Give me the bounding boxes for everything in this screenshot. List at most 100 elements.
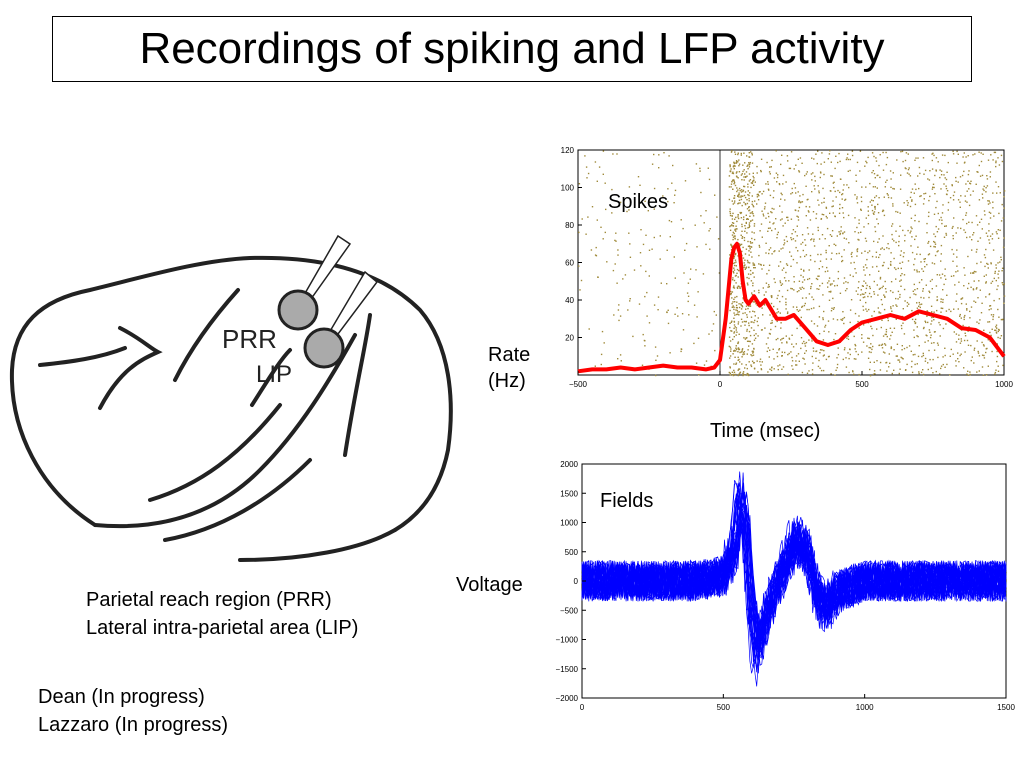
spike-dot — [791, 343, 793, 345]
spike-dot — [898, 235, 900, 237]
spike-dot — [864, 237, 867, 240]
spike-dot — [995, 264, 997, 266]
spike-dot — [1000, 259, 1002, 261]
spike-dot — [957, 199, 960, 201]
spike-dot — [732, 179, 734, 181]
y-tick-label: −2000 — [556, 694, 579, 703]
spike-dot — [658, 167, 660, 169]
spike-dot — [843, 216, 845, 219]
spike-dot — [605, 208, 607, 211]
spike-dot — [876, 187, 878, 189]
spike-dot — [990, 334, 992, 337]
spike-dot — [760, 158, 763, 160]
spike-dot — [882, 209, 885, 212]
spike-dot — [838, 231, 840, 233]
spike-dot — [738, 192, 740, 194]
spike-dot — [887, 194, 889, 196]
spike-dot — [737, 202, 740, 204]
spike-dot — [970, 306, 973, 308]
spike-dot — [964, 335, 967, 337]
spike-dot — [731, 234, 734, 236]
spike-dot — [806, 372, 809, 374]
spike-dot — [1003, 283, 1005, 285]
spike-dot — [733, 332, 735, 334]
spike-dot — [729, 309, 731, 312]
spike-dot — [966, 222, 968, 225]
spike-dot — [865, 160, 867, 163]
spike-dot — [667, 188, 669, 190]
spike-dot — [739, 286, 741, 288]
spike-dot — [785, 303, 787, 306]
spike-dot — [740, 351, 742, 353]
spike-dot — [735, 160, 738, 162]
spike-dot — [867, 206, 869, 208]
spike-dot — [744, 225, 746, 227]
spike-dot — [737, 313, 739, 315]
spike-dot — [765, 242, 767, 244]
spike-dot — [987, 267, 989, 269]
spike-dot — [823, 197, 825, 199]
spike-dot — [803, 270, 805, 272]
spike-dot — [874, 226, 876, 228]
x-tick-label: 0 — [718, 380, 723, 389]
spike-dot — [750, 220, 752, 222]
spike-dot — [732, 286, 735, 289]
spike-dot — [988, 242, 991, 244]
spike-dot — [841, 193, 843, 196]
spike-dot — [837, 270, 840, 273]
spike-dot — [746, 155, 748, 157]
spike-dot — [916, 269, 918, 271]
spike-dot — [619, 354, 622, 356]
spike-dot — [878, 288, 881, 290]
spike-dot — [913, 320, 916, 323]
spike-dot — [784, 222, 786, 224]
spike-dot — [644, 295, 646, 298]
spike-dot — [844, 289, 847, 292]
brain-sketch: PRR LIP — [9, 234, 453, 562]
spike-dot — [776, 233, 779, 236]
spike-dot — [800, 274, 802, 277]
spike-dot — [922, 290, 924, 292]
spike-dot — [742, 164, 744, 166]
spike-dot — [748, 345, 750, 347]
spike-dot — [797, 191, 799, 193]
spike-dot — [907, 202, 909, 204]
spike-dot — [732, 171, 734, 173]
spike-dot — [904, 240, 906, 242]
spike-dot — [978, 322, 980, 325]
spike-dot — [873, 240, 875, 243]
spike-dot — [733, 195, 736, 197]
spike-dot — [730, 292, 732, 295]
spike-dot — [728, 371, 730, 374]
spike-dot — [998, 212, 1000, 215]
spike-dot — [735, 161, 738, 163]
spike-dot — [868, 285, 871, 288]
spike-dot — [743, 337, 745, 339]
spike-dot — [745, 214, 747, 216]
spike-dot — [733, 373, 735, 376]
spike-dot — [985, 281, 987, 283]
spike-dot — [766, 161, 768, 164]
spike-dot — [893, 267, 896, 269]
spike-dot — [1002, 318, 1004, 321]
spike-dot — [937, 212, 939, 215]
spike-dot — [852, 371, 854, 373]
spike-dot — [833, 181, 835, 183]
spike-dot — [946, 171, 948, 173]
spike-dot — [787, 160, 789, 162]
spike-dot — [966, 190, 968, 192]
spike-dot — [915, 235, 917, 237]
spike-dot — [917, 335, 919, 338]
spike-dot — [768, 252, 770, 255]
spike-dot — [733, 168, 735, 170]
spike-dot — [748, 166, 751, 168]
spike-dot — [840, 318, 842, 321]
spike-dot — [793, 182, 795, 185]
spike-dot — [804, 302, 806, 305]
spike-dot — [879, 312, 882, 314]
spike-dot — [749, 161, 751, 164]
spike-dot — [813, 185, 815, 187]
spike-dot — [988, 309, 990, 311]
spike-dot — [975, 183, 977, 185]
spike-dot — [732, 238, 734, 241]
